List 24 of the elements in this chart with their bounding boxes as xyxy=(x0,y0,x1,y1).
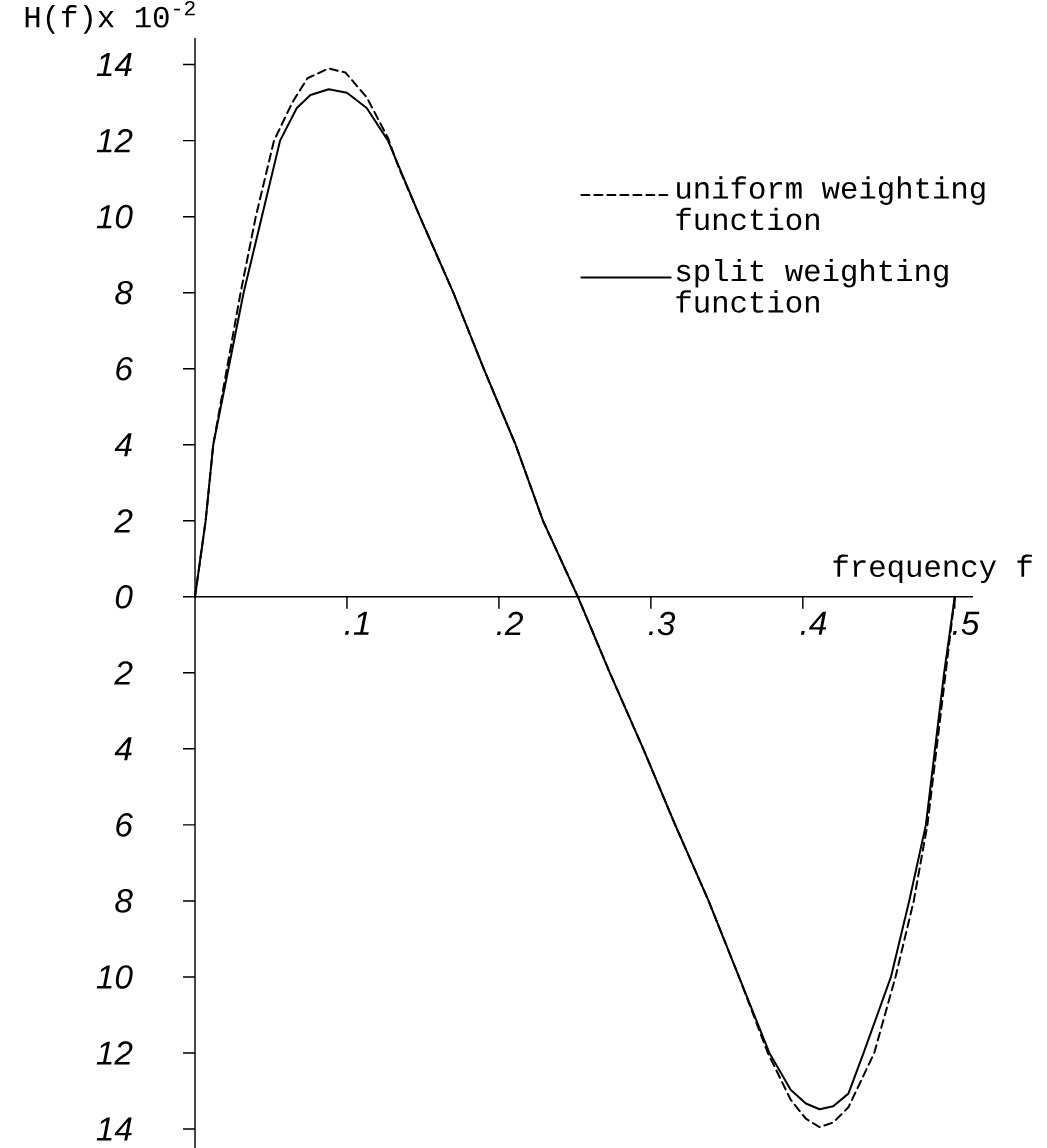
x-tick-label: .3 xyxy=(648,611,676,636)
y-tick-label: 14 xyxy=(96,1117,132,1141)
y-tick-label: 12 xyxy=(96,128,133,153)
x-tick-label: .4 xyxy=(800,611,827,635)
y-tick-label: 8 xyxy=(115,889,133,913)
x-tick-label: .2 xyxy=(496,611,523,635)
x-axis-title: frequency f xyxy=(833,554,1032,584)
y-tick-label: 0 xyxy=(115,584,133,609)
y-tick-label: 2 xyxy=(114,509,133,533)
legend-label: split weighting function xyxy=(676,258,948,313)
x-tick-label: .1 xyxy=(345,611,369,635)
y-tick-label: 6 xyxy=(116,356,133,381)
y-tick-label: 10 xyxy=(96,965,133,989)
y-tick-label: 14 xyxy=(96,53,132,77)
y-tick-label: 4 xyxy=(114,433,132,457)
y-tick-label: 4 xyxy=(114,737,132,761)
y-tick-label: 12 xyxy=(96,1041,133,1065)
y-tick-label: 8 xyxy=(115,280,133,305)
legend-label: uniform weighting function xyxy=(676,176,985,231)
y-tick-label: 10 xyxy=(96,204,133,229)
y-axis-title: H(f)x 10$^{-2}$ xyxy=(25,0,195,34)
y-tick-label: 2 xyxy=(114,661,133,685)
x-tick-label: .5 xyxy=(952,611,980,635)
y-tick-label: 6 xyxy=(116,813,133,837)
